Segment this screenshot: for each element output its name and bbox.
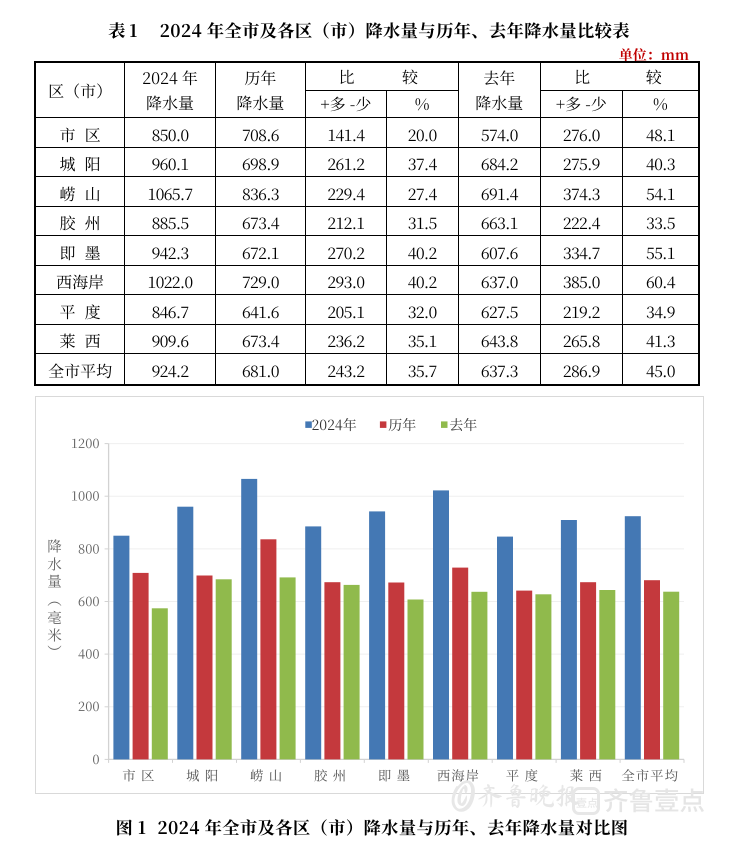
svg-text:1000: 1000 bbox=[71, 486, 100, 505]
svg-text:城 阳: 城 阳 bbox=[186, 765, 219, 784]
svg-text:市 区: 市 区 bbox=[122, 765, 155, 784]
svg-text:0: 0 bbox=[92, 749, 99, 768]
svg-text:去年: 去年 bbox=[449, 415, 477, 435]
svg-text:莱 西: 莱 西 bbox=[570, 765, 603, 784]
svg-text:历年: 历年 bbox=[388, 415, 416, 435]
svg-text:600: 600 bbox=[78, 591, 99, 610]
svg-text:400: 400 bbox=[78, 644, 99, 663]
svg-text:即 墨: 即 墨 bbox=[378, 765, 411, 784]
svg-text:1200: 1200 bbox=[71, 433, 100, 452]
svg-text:西海岸: 西海岸 bbox=[437, 765, 480, 784]
svg-text:2024年: 2024年 bbox=[312, 415, 357, 435]
svg-text:平 度: 平 度 bbox=[506, 765, 539, 784]
svg-text:胶 州: 胶 州 bbox=[314, 765, 347, 784]
svg-text:800: 800 bbox=[78, 538, 99, 557]
svg-text:200: 200 bbox=[78, 696, 99, 715]
svg-text:崂 山: 崂 山 bbox=[250, 765, 283, 784]
svg-text:全市平均: 全市平均 bbox=[621, 765, 679, 784]
